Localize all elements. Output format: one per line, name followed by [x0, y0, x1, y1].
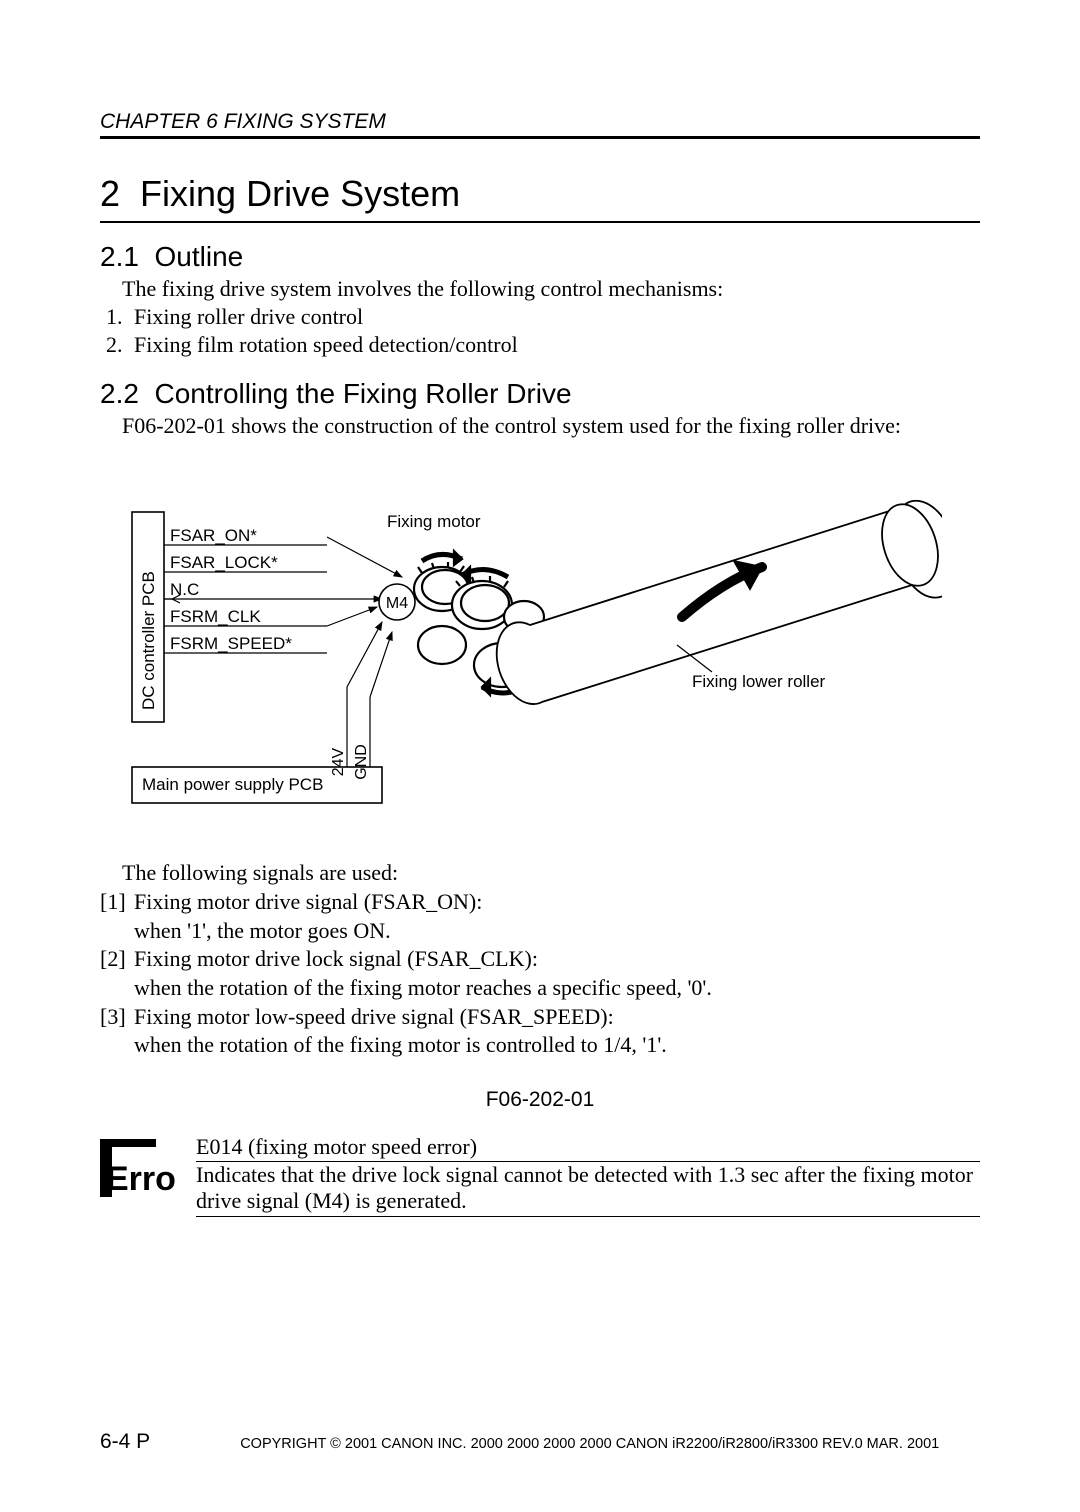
copyright-text: COPYRIGHT © 2001 CANON INC. 2000 2000 20…: [240, 1436, 939, 1452]
signal-line2: when the rotation of the fixing motor is…: [100, 1031, 980, 1060]
signals-list: [1]Fixing motor drive signal (FSAR_ON): …: [100, 888, 980, 1060]
error-block: Error E014 (fixing motor speed error) In…: [100, 1134, 980, 1217]
subsection-number: 2.2: [100, 378, 139, 409]
list-item: Fixing film rotation speed detection/con…: [128, 331, 980, 360]
sub2-intro: F06-202-01 shows the construction of the…: [100, 412, 980, 440]
signal-tag: [2]: [100, 945, 134, 974]
signal-label: FSAR_ON*: [170, 526, 257, 545]
page-footer: 6-4 P COPYRIGHT © 2001 CANON INC. 2000 2…: [100, 1430, 980, 1454]
signal-label: FSAR_LOCK*: [170, 553, 278, 572]
signal-tag: [3]: [100, 1003, 134, 1032]
section-title: 2 Fixing Drive System: [100, 173, 980, 223]
subsection-number: 2.1: [100, 241, 139, 272]
motor-id: M4: [386, 595, 408, 612]
fixing-motor-label: Fixing motor: [387, 512, 481, 531]
dc-controller-label: DC controller PCB: [139, 571, 158, 710]
main-power-label: Main power supply PCB: [142, 775, 323, 794]
fixing-lower-roller-label: Fixing lower roller: [692, 672, 826, 691]
signal-label: FSRM_CLK: [170, 607, 261, 626]
signal-lines-group: FSAR_ON* FSAR_LOCK* N.C FSRM_CLK FSRM_SP…: [164, 526, 402, 653]
signal-line1: Fixing motor low-speed drive signal (FSA…: [134, 1004, 614, 1029]
subsection-title-text: Outline: [155, 241, 244, 272]
mechanism-list: Fixing roller drive control Fixing film …: [100, 303, 980, 360]
error-icon-text: Error: [106, 1160, 178, 1198]
list-item: Fixing roller drive control: [128, 303, 980, 332]
signal-line1: Fixing motor drive lock signal (FSAR_CLK…: [134, 946, 538, 971]
figure-f06-202-01: DC controller PCB FSAR_ON* FSAR_LOCK* N.…: [122, 487, 980, 832]
outline-intro: The fixing drive system involves the fol…: [100, 275, 980, 303]
subsection-2-2-title: 2.2 Controlling the Fixing Roller Drive: [100, 378, 980, 410]
power-24v-label: 24V: [330, 748, 347, 777]
signals-intro: The following signals are used:: [100, 860, 980, 886]
signal-line2: when '1', the motor goes ON.: [100, 917, 980, 946]
section-number: 2: [100, 173, 120, 214]
signal-item: [3]Fixing motor low-speed drive signal (…: [100, 1003, 980, 1060]
signal-label: FSRM_SPEED*: [170, 634, 292, 653]
error-title: E014 (fixing motor speed error): [196, 1134, 980, 1162]
signal-line1: Fixing motor drive signal (FSAR_ON):: [134, 889, 482, 914]
section-title-text: Fixing Drive System: [140, 173, 460, 214]
signal-item: [2]Fixing motor drive lock signal (FSAR_…: [100, 945, 980, 1002]
subsection-2-1-title: 2.1 Outline: [100, 241, 980, 273]
page-number: 6-4 P: [100, 1430, 150, 1454]
signal-item: [1]Fixing motor drive signal (FSAR_ON): …: [100, 888, 980, 945]
fixing-drive-diagram: DC controller PCB FSAR_ON* FSAR_LOCK* N.…: [122, 487, 942, 827]
error-icon: Error: [100, 1134, 178, 1202]
subsection-title-text: Controlling the Fixing Roller Drive: [155, 378, 572, 409]
chapter-header: CHAPTER 6 FIXING SYSTEM: [100, 110, 980, 139]
signal-label: N.C: [170, 580, 199, 599]
figure-caption: F06-202-01: [100, 1088, 980, 1112]
error-body: E014 (fixing motor speed error) Indicate…: [196, 1134, 980, 1217]
signal-line2: when the rotation of the fixing motor re…: [100, 974, 980, 1003]
error-desc: Indicates that the drive lock signal can…: [196, 1162, 980, 1217]
signal-tag: [1]: [100, 888, 134, 917]
power-gnd-label: GND: [353, 744, 370, 780]
